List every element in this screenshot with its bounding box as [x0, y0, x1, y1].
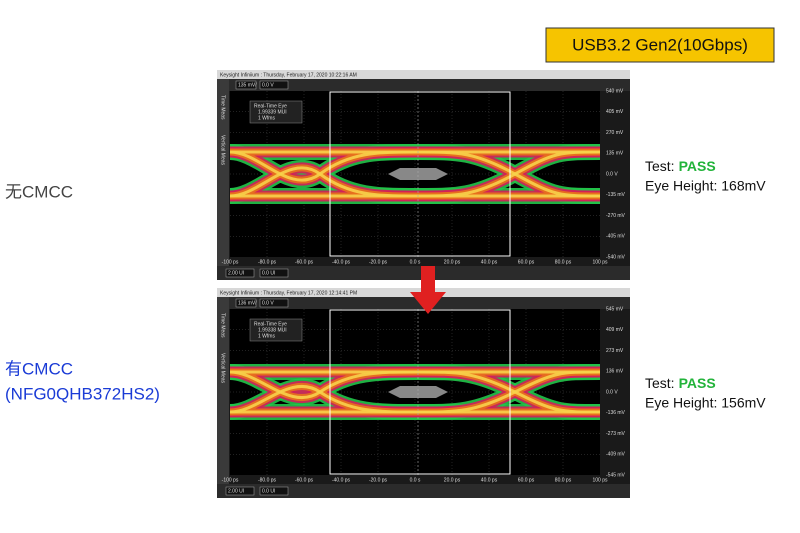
y-label: -135 mV	[606, 192, 626, 198]
y-label: -545 mV	[606, 472, 626, 478]
y-label: 0.0 V	[606, 389, 618, 395]
x-label: -20.0 ps	[369, 477, 388, 483]
title-bar	[217, 70, 630, 79]
info-box	[249, 318, 303, 342]
eye-mask	[388, 386, 448, 398]
y-label: 0.0 V	[606, 171, 618, 177]
x-label: 60.0 ps	[518, 259, 535, 265]
bottom-bar	[217, 484, 630, 498]
timebase: 2.00 UI	[228, 488, 244, 494]
scale-box	[235, 298, 257, 308]
scope-screenshot: Keysight Infiniium : Thursday, February …	[217, 70, 630, 280]
x-label: -80.0 ps	[258, 477, 277, 483]
scale-box	[235, 80, 257, 90]
y-label: 135 mV	[606, 151, 624, 157]
condition-label: 无CMCC	[5, 182, 73, 201]
position-box	[259, 486, 289, 496]
condition-label: (NFG0QHB372HS2)	[5, 384, 160, 403]
x-label: 40.0 ps	[481, 477, 498, 483]
scale: 136 mV/	[238, 300, 257, 306]
measurement-window	[329, 309, 511, 475]
condition-label: 有CMCC	[5, 359, 73, 378]
x-label: -40.0 ps	[332, 259, 351, 265]
title-bar-text: Keysight Infiniium : Thursday, February …	[220, 72, 357, 78]
info-text: 1 Wfms	[258, 115, 275, 121]
x-label: 20.0 ps	[444, 259, 461, 265]
arrow	[410, 266, 446, 314]
x-label: -60.0 ps	[295, 477, 314, 483]
x-label: -100 ps	[222, 477, 239, 483]
x-label: -100 ps	[222, 259, 239, 265]
y-label: -273 mV	[606, 431, 626, 437]
scope-screenshot: Keysight Infiniium : Thursday, February …	[217, 288, 630, 498]
result: PASS	[679, 158, 716, 174]
offset: 0.0 V	[262, 300, 274, 306]
x-label: 0.0 s	[410, 259, 421, 265]
timebase-box	[225, 486, 255, 496]
x-label: 100 ps	[592, 477, 608, 483]
test-label: Test:	[645, 158, 675, 174]
offset-box	[259, 298, 289, 308]
test-result: Test: PASS	[645, 375, 716, 391]
position: 0.0 UI	[262, 488, 275, 494]
offset-box	[259, 80, 289, 90]
toolbar	[229, 79, 630, 91]
side-tabs	[217, 297, 229, 485]
timebase: 2.00 UI	[228, 270, 244, 276]
y-label: 540 mV	[606, 88, 624, 94]
test-label: Test:	[645, 375, 675, 391]
title-bar-text: Keysight Infiniium : Thursday, February …	[220, 290, 357, 296]
x-label: 100 ps	[592, 259, 608, 265]
info-text: 1 Wfms	[258, 333, 275, 339]
measurement-window	[329, 91, 511, 257]
info-text: Real-Time Eye	[254, 103, 287, 109]
x-label: -80.0 ps	[258, 259, 277, 265]
eye-height: Eye Height: 168mV	[645, 178, 766, 194]
y-label: 409 mV	[606, 327, 624, 333]
x-label: 20.0 ps	[444, 477, 461, 483]
y-label: 273 mV	[606, 348, 624, 354]
eye-trace	[229, 370, 601, 414]
x-label: -60.0 ps	[295, 259, 314, 265]
x-label: -20.0 ps	[369, 259, 388, 265]
side-tab: Vertical Meas	[220, 135, 226, 166]
x-label: 40.0 ps	[481, 259, 498, 265]
badge: USB3.2 Gen2(10Gbps)	[572, 35, 748, 54]
y-label: -270 mV	[606, 213, 626, 219]
result: PASS	[679, 375, 716, 391]
info-box	[249, 100, 303, 124]
side-tabs	[217, 79, 229, 267]
x-label: 80.0 ps	[555, 477, 572, 483]
y-label: 545 mV	[606, 306, 624, 312]
scale: 135 mV/	[238, 82, 257, 88]
side-tab: Time Meas	[220, 95, 226, 120]
y-label: -405 mV	[606, 234, 626, 240]
eye-trace	[229, 370, 601, 414]
x-label: 60.0 ps	[518, 477, 535, 483]
offset: 0.0 V	[262, 82, 274, 88]
eye-height: Eye Height: 156mV	[645, 395, 766, 411]
test-result: Test: PASS	[645, 158, 716, 174]
y-label: 270 mV	[606, 130, 624, 136]
position: 0.0 UI	[262, 270, 275, 276]
timebase-box	[225, 268, 255, 278]
info-text: Real-Time Eye	[254, 321, 287, 327]
side-tab: Time Meas	[220, 313, 226, 338]
x-label: 0.0 s	[410, 477, 421, 483]
eye-mask	[388, 168, 448, 180]
y-label: -540 mV	[606, 254, 626, 260]
y-label: 136 mV	[606, 369, 624, 375]
info-text: 1.99339 MUI	[258, 109, 287, 115]
y-label: -136 mV	[606, 410, 626, 416]
y-label: -409 mV	[606, 452, 626, 458]
y-label: 405 mV	[606, 109, 624, 115]
side-tab: Vertical Meas	[220, 353, 226, 384]
badge-box	[545, 27, 775, 63]
info-text: 1.99338 MUI	[258, 327, 287, 333]
x-label: 80.0 ps	[555, 259, 572, 265]
x-label: -40.0 ps	[332, 477, 351, 483]
position-box	[259, 268, 289, 278]
